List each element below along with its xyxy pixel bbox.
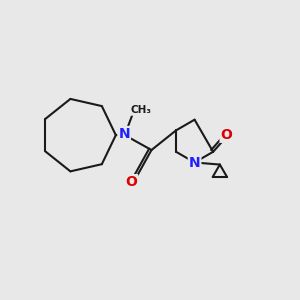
Text: N: N: [118, 127, 130, 141]
Text: O: O: [220, 128, 232, 142]
Text: CH₃: CH₃: [130, 105, 152, 115]
Text: N: N: [189, 156, 200, 170]
Text: O: O: [125, 175, 137, 189]
